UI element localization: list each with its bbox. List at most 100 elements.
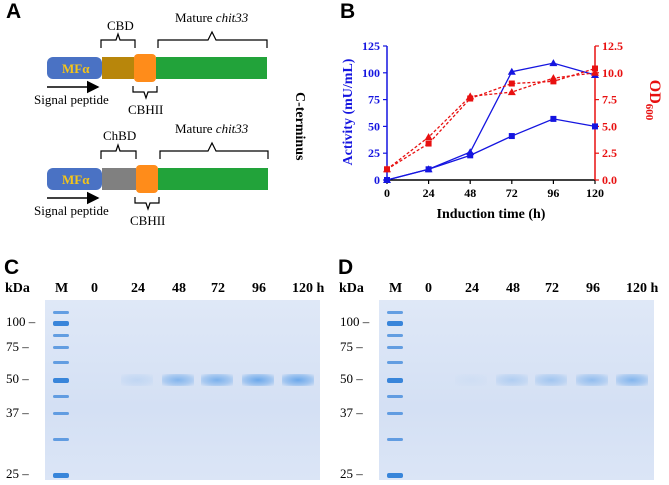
lane-label-1: 24 — [131, 281, 145, 296]
mw-mark-4: 25 – — [340, 466, 363, 481]
construct-top: MFα CBD Mature chit33 CBHII Signal pepti… — [34, 10, 268, 117]
data-point-square — [550, 78, 557, 85]
signal-peptide-label: Signal peptide — [34, 203, 109, 218]
data-point-square — [592, 65, 598, 72]
lane-label-2: 48 — [172, 281, 186, 296]
data-point-square — [467, 95, 474, 102]
ladder-band — [53, 361, 69, 364]
data-point-square — [550, 115, 557, 122]
construct-bottom: MFα ChBD Mature chit33 CBHII Signal pept… — [34, 121, 269, 228]
mw-mark-3: 37 – — [6, 405, 29, 420]
ladder-band — [387, 311, 403, 314]
ladder-band — [387, 334, 403, 337]
ladder-band — [387, 412, 403, 415]
protein-band-3 — [535, 374, 567, 386]
gel-panel-d: kDa M 0 24 48 72 96 120 h 100 – 75 – 50 – 37 – 25 – — [334, 250, 669, 485]
data-point-triangle — [507, 67, 516, 75]
ladder-band — [53, 438, 69, 441]
ladder-band — [53, 321, 69, 326]
protein-band-1 — [121, 374, 153, 386]
mw-mark-4: 25 – — [6, 466, 29, 481]
kda-label: kDa — [5, 281, 30, 296]
data-point-square — [425, 166, 432, 173]
protein-band-5 — [616, 374, 648, 386]
activity-od-chart: 0 24 48 72 96 120 0 25 50 75 100 125 0.0 2.5 5.0 7.5 10.… — [341, 39, 663, 222]
panel-label-d: D — [338, 256, 354, 279]
protein-band-1 — [455, 374, 487, 386]
mature-label: Mature chit33 — [175, 10, 249, 25]
x-tick-label: 48 — [464, 186, 476, 200]
cbhii-label: CBHII — [130, 213, 165, 228]
y-right-tick-label: 2.5 — [602, 146, 617, 160]
mf-alpha-label: MFα — [62, 172, 90, 187]
ladder-band — [387, 321, 403, 326]
y-right-tick-label: 7.5 — [602, 93, 617, 107]
y-right-tick-label: 12.5 — [602, 39, 623, 53]
kda-label: kDa — [339, 281, 364, 296]
chbd-segment — [102, 168, 136, 190]
gel-panel-c: kDa M 0 24 48 72 96 120 h 100 – 75 – 50 – 37 – 25 – — [0, 250, 334, 485]
protein-band-4 — [576, 374, 608, 386]
mw-mark-3: 37 – — [340, 405, 363, 420]
lane-label-3: 72 — [545, 281, 559, 296]
ladder-band — [53, 395, 69, 398]
y-left-tick-label: 25 — [368, 146, 380, 160]
cbhii-segment — [136, 165, 158, 193]
lane-label-0: 0 — [91, 281, 98, 296]
ladder-band — [53, 334, 69, 337]
lane-label-1: 24 — [465, 281, 479, 296]
ladder-band — [387, 438, 403, 441]
series-line-3 — [386, 67, 596, 170]
ladder-band — [387, 395, 403, 398]
y-left-tick-label: 125 — [362, 39, 380, 53]
signal-peptide-label: Signal peptide — [34, 92, 109, 107]
y-left-tick-label: 50 — [368, 119, 380, 133]
mw-mark-1: 75 – — [340, 339, 363, 354]
mw-mark-2: 50 – — [340, 371, 363, 386]
x-tick-label: 120 — [586, 186, 604, 200]
data-point-square — [384, 166, 390, 173]
mw-mark-0: 100 – — [6, 314, 36, 329]
construct-diagram: MFα CBD Mature chit33 CBHII Signal pepti… — [34, 10, 307, 228]
y-left-tick-label: 0 — [374, 173, 380, 187]
ladder-band — [53, 473, 69, 478]
data-point-square — [467, 152, 474, 159]
marker-lane-label: M — [389, 281, 403, 296]
x-tick-label: 24 — [423, 186, 435, 200]
cbd-label: CBD — [107, 18, 134, 33]
series-line-1 — [386, 118, 596, 181]
cbhii-label: CBHII — [128, 102, 163, 117]
data-point-square — [508, 80, 515, 87]
y-axis-left-title: Activity (mU/mL) — [341, 58, 356, 165]
x-axis-title: Induction time (h) — [437, 207, 546, 222]
protein-band-5 — [282, 374, 314, 386]
series-line-0 — [386, 62, 596, 181]
ladder-band — [53, 311, 69, 314]
x-tick-label: 96 — [547, 186, 559, 200]
protein-band-2 — [496, 374, 528, 386]
y-right-tick-label: 0.0 — [602, 173, 617, 187]
panel-label-b: B — [340, 0, 356, 23]
x-tick-label: 0 — [384, 186, 390, 200]
c-terminus-label: C-terminus — [292, 92, 307, 161]
y-right-tick-label: 10.0 — [602, 66, 623, 80]
lane-label-4: 96 — [252, 281, 266, 296]
lane-label-5: 120 h — [626, 281, 659, 296]
protein-band-4 — [242, 374, 274, 386]
ladder-band — [53, 412, 69, 415]
lane-label-0: 0 — [425, 281, 432, 296]
ladder-band — [387, 378, 403, 383]
gel-background — [45, 300, 320, 480]
lane-label-2: 48 — [506, 281, 520, 296]
gel-background — [379, 300, 654, 480]
data-point-square — [508, 133, 515, 140]
y-right-tick-label: 5.0 — [602, 119, 617, 133]
y-axis-right-title: OD600 — [643, 80, 663, 121]
ladder-band — [53, 378, 69, 383]
ladder-band — [387, 346, 403, 349]
data-point-triangle — [424, 133, 433, 141]
y-left-tick-label: 75 — [368, 93, 380, 107]
y-left-tick-label: 100 — [362, 66, 380, 80]
mw-mark-1: 75 – — [6, 339, 29, 354]
mf-alpha-segment — [47, 168, 102, 190]
